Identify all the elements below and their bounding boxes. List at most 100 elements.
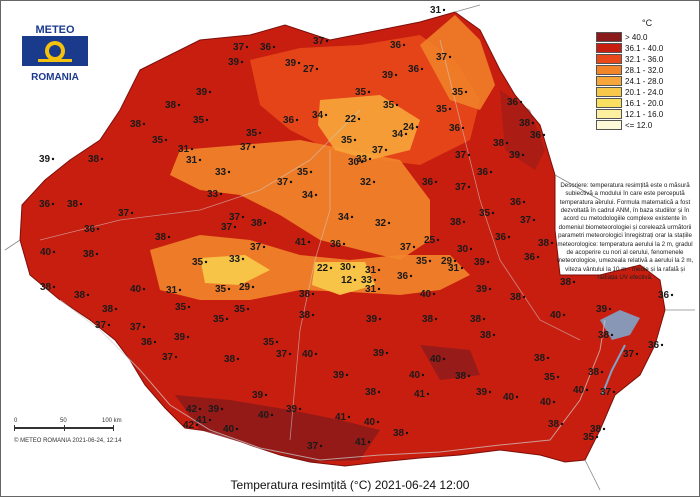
station-value: 38: [365, 387, 377, 398]
station-dot: [467, 153, 471, 157]
station-value: 38: [40, 282, 52, 293]
station-value: 29: [239, 282, 251, 293]
station-dot: [289, 180, 293, 184]
scale-tick: [64, 425, 65, 431]
station-value: 37: [623, 349, 635, 360]
station-value: 39: [286, 404, 298, 415]
station-dot: [385, 351, 389, 355]
station-value: 33: [207, 189, 219, 200]
station-value: 35: [175, 302, 187, 313]
station-dot: [552, 400, 556, 404]
station-value: 38: [165, 100, 177, 111]
station-dot: [492, 333, 496, 337]
station-dot: [142, 287, 146, 291]
station-value: 31: [178, 144, 190, 155]
station-value: 39: [382, 70, 394, 81]
station-dot: [311, 292, 315, 296]
station-dot: [314, 352, 318, 356]
station-value: 35: [544, 372, 556, 383]
station-value: 40: [540, 397, 552, 408]
meteo-romania-logo: METEO ROMANIA: [22, 24, 88, 83]
station-value: 38: [299, 289, 311, 300]
station-dot: [482, 317, 486, 321]
station-value: 40: [364, 417, 376, 428]
station-dot: [272, 45, 276, 49]
map-caption: Temperatura resimțită (°C) 2021-06-24 12…: [230, 478, 470, 492]
station-value: 37: [162, 352, 174, 363]
legend-row: 32.1 - 36.0: [596, 54, 663, 64]
station-value: 37: [600, 387, 612, 398]
station-dot: [95, 252, 99, 256]
station-value: 38: [102, 304, 114, 315]
station-value: 40: [258, 410, 270, 421]
station-value: 39: [174, 332, 186, 343]
station-value: 40: [503, 392, 515, 403]
station-value: 33: [215, 167, 227, 178]
station-dot: [347, 415, 351, 419]
station-dot: [660, 343, 664, 347]
station-dot: [233, 225, 237, 229]
station-value: 40: [302, 349, 314, 360]
station-value: 35: [583, 432, 595, 443]
river-olt: [289, 150, 331, 441]
station-value: 40: [573, 385, 585, 396]
station-dot: [461, 126, 465, 130]
station-dot: [264, 393, 268, 397]
station-dot: [412, 245, 416, 249]
station-dot: [409, 274, 413, 278]
zone-pale-central: [318, 95, 420, 160]
station-dot: [307, 240, 311, 244]
station-dot: [560, 422, 564, 426]
legend-swatch: [596, 76, 622, 86]
station-dot: [252, 145, 256, 149]
station-value: 37: [95, 320, 107, 331]
station-dot: [297, 61, 301, 65]
station-dot: [352, 265, 356, 269]
station-value: 36: [530, 130, 542, 141]
station-dot: [415, 125, 419, 129]
legend-row: <= 12.0: [596, 120, 652, 130]
station-dot: [177, 103, 181, 107]
legend-row: 28.1 - 32.0: [596, 65, 663, 75]
legend-row: 24.1 - 28.0: [596, 76, 663, 86]
station-dot: [395, 103, 399, 107]
station-dot: [420, 67, 424, 71]
station-dot: [220, 407, 224, 411]
station-value: 39: [228, 57, 240, 68]
legend-swatch: [596, 43, 622, 53]
zone-peaks: [200, 255, 375, 295]
station-value: 41: [335, 412, 347, 423]
station-value: 37: [520, 215, 532, 226]
station-dot: [608, 307, 612, 311]
legend-label: > 40.0: [625, 32, 648, 42]
station-value: 35: [152, 135, 164, 146]
station-value: 33: [229, 254, 241, 265]
legend-row: 20.1 - 24.0: [596, 87, 663, 97]
legend-swatch: [596, 65, 622, 75]
station-dot: [314, 193, 318, 197]
station-value: 32: [375, 218, 387, 229]
station-dot: [488, 287, 492, 291]
station-value: 30: [457, 244, 469, 255]
station-value: 36: [648, 340, 660, 351]
station-value: 41: [196, 415, 208, 426]
station-dot: [421, 373, 425, 377]
legend-row: 16.1 - 20.0: [596, 98, 663, 108]
station-dot: [522, 295, 526, 299]
legend-swatch: [596, 120, 622, 130]
station-value: 34: [392, 129, 404, 140]
station-value: 38: [88, 154, 100, 165]
station-dot: [329, 266, 333, 270]
station-value: 38: [493, 138, 505, 149]
legend-swatch: [596, 87, 622, 97]
station-dot: [572, 280, 576, 284]
station-value: 36: [330, 239, 342, 250]
station-dot: [489, 170, 493, 174]
station-dot: [542, 133, 546, 137]
station-value: 31: [430, 5, 442, 16]
scale-label-100: 100 km: [102, 418, 122, 424]
station-dot: [251, 285, 255, 289]
station-value: 39: [285, 58, 297, 69]
scale-bar: 0 50 100 km: [14, 418, 124, 438]
station-value: 35: [416, 256, 428, 267]
